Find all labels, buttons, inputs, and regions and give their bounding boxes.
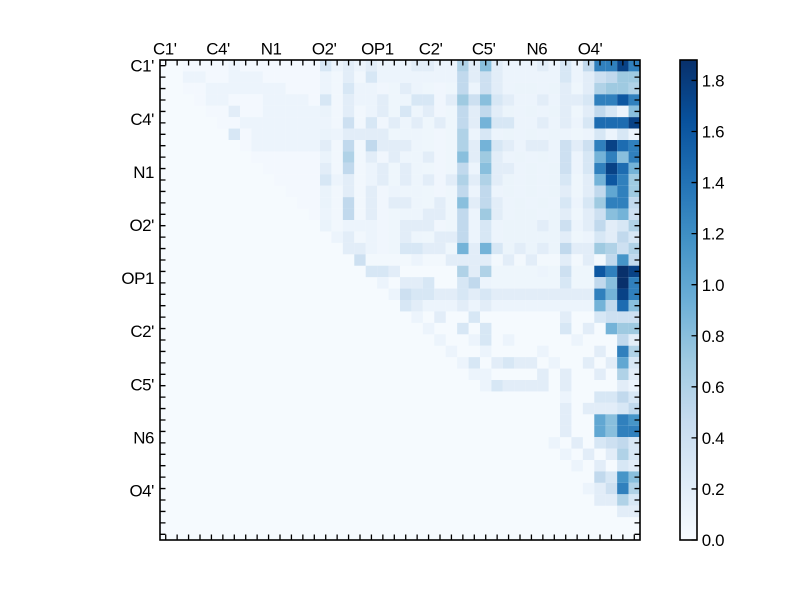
svg-text:C4': C4' xyxy=(206,40,230,59)
svg-text:0.2: 0.2 xyxy=(702,480,724,499)
svg-text:1.8: 1.8 xyxy=(702,72,724,91)
svg-text:1.6: 1.6 xyxy=(702,123,724,142)
svg-text:C2': C2' xyxy=(419,40,443,59)
svg-text:C5': C5' xyxy=(472,40,496,59)
svg-text:C4': C4' xyxy=(130,110,154,129)
svg-text:N6: N6 xyxy=(133,428,154,447)
svg-text:C1': C1' xyxy=(130,57,154,76)
svg-text:C2': C2' xyxy=(130,322,154,341)
svg-text:O2': O2' xyxy=(312,40,337,59)
svg-text:0.4: 0.4 xyxy=(702,429,724,448)
svg-text:N1: N1 xyxy=(261,40,282,59)
svg-text:0.0: 0.0 xyxy=(702,531,724,550)
svg-text:C1': C1' xyxy=(153,40,177,59)
svg-text:OP1: OP1 xyxy=(121,269,154,288)
svg-text:O4': O4' xyxy=(578,40,603,59)
svg-text:1.2: 1.2 xyxy=(702,225,724,244)
svg-text:1.0: 1.0 xyxy=(702,276,724,295)
svg-text:N1: N1 xyxy=(133,163,154,182)
svg-text:C5': C5' xyxy=(130,375,154,394)
svg-text:O4': O4' xyxy=(129,482,154,501)
svg-text:0.6: 0.6 xyxy=(702,378,724,397)
svg-text:0.8: 0.8 xyxy=(702,327,724,346)
svg-text:1.4: 1.4 xyxy=(702,174,724,193)
svg-text:OP1: OP1 xyxy=(361,40,394,59)
svg-text:N6: N6 xyxy=(527,40,548,59)
svg-text:O2': O2' xyxy=(129,216,154,235)
